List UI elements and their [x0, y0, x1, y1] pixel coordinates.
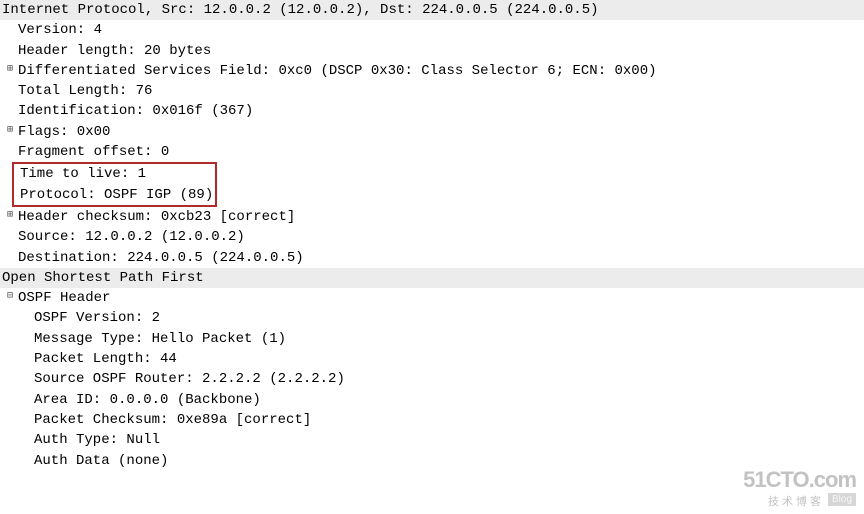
ip-dsf: Differentiated Services Field: 0xc0 (DSC… [18, 63, 657, 79]
expand-icon[interactable]: ⊞ [4, 209, 16, 224]
ospf-section-header[interactable]: Open Shortest Path First [0, 268, 864, 288]
ip-destination: Destination: 224.0.0.5 (224.0.0.5) [18, 250, 304, 266]
ip-protocol: Protocol: OSPF IGP (89) [20, 187, 213, 203]
ip-ttl-row[interactable]: Time to live: 1 [16, 164, 213, 184]
ip-dsf-row[interactable]: ⊞Differentiated Services Field: 0xc0 (DS… [0, 61, 864, 81]
ospf-src-router: Source OSPF Router: 2.2.2.2 (2.2.2.2) [34, 371, 345, 387]
ip-identification: Identification: 0x016f (367) [18, 103, 253, 119]
ospf-section-text: Open Shortest Path First [2, 270, 204, 286]
ip-header-text: Internet Protocol, Src: 12.0.0.2 (12.0.0… [2, 2, 599, 18]
expand-icon[interactable]: ⊞ [4, 63, 16, 78]
collapse-icon[interactable]: ⊟ [4, 290, 16, 305]
ospf-checksum-row[interactable]: Packet Checksum: 0xe89a [correct] [0, 410, 864, 430]
ospf-authdata-row[interactable]: Auth Data (none) [0, 451, 864, 471]
ospf-authtype-row[interactable]: Auth Type: Null [0, 430, 864, 450]
ip-flags: Flags: 0x00 [18, 124, 110, 140]
ospf-msg-type: Message Type: Hello Packet (1) [34, 331, 286, 347]
ospf-pkt-length: Packet Length: 44 [34, 351, 177, 367]
ospf-auth-data: Auth Data (none) [34, 453, 168, 469]
ip-section-header[interactable]: Internet Protocol, Src: 12.0.0.2 (12.0.0… [0, 0, 864, 20]
ip-total-length: Total Length: 76 [18, 83, 152, 99]
ospf-auth-type: Auth Type: Null [34, 432, 160, 448]
ip-total-length-row[interactable]: Total Length: 76 [0, 81, 864, 101]
ip-version: Version: 4 [18, 22, 102, 38]
ospf-area-id: Area ID: 0.0.0.0 (Backbone) [34, 392, 261, 408]
highlighted-fields: Time to live: 1 Protocol: OSPF IGP (89) [12, 162, 217, 207]
ospf-srcrouter-row[interactable]: Source OSPF Router: 2.2.2.2 (2.2.2.2) [0, 369, 864, 389]
ip-source-row[interactable]: Source: 12.0.0.2 (12.0.0.2) [0, 227, 864, 247]
ip-checksum-row[interactable]: ⊞Header checksum: 0xcb23 [correct] [0, 207, 864, 227]
ip-fragment-offset-row[interactable]: Fragment offset: 0 [0, 142, 864, 162]
ip-ttl: Time to live: 1 [20, 166, 146, 182]
ip-header-length: Header length: 20 bytes [18, 43, 211, 59]
ip-identification-row[interactable]: Identification: 0x016f (367) [0, 101, 864, 121]
ip-protocol-row[interactable]: Protocol: OSPF IGP (89) [16, 185, 213, 205]
watermark-main: 51CTO.com [743, 468, 856, 492]
ospf-pkt-checksum: Packet Checksum: 0xe89a [correct] [34, 412, 311, 428]
ospf-header-label: OSPF Header [18, 290, 110, 306]
ip-fragment-offset: Fragment offset: 0 [18, 144, 169, 160]
ip-version-row[interactable]: Version: 4 [0, 20, 864, 40]
ip-checksum: Header checksum: 0xcb23 [correct] [18, 209, 295, 225]
watermark-sub: 技术博客 [768, 496, 824, 508]
ospf-areaid-row[interactable]: Area ID: 0.0.0.0 (Backbone) [0, 390, 864, 410]
ospf-pktlen-row[interactable]: Packet Length: 44 [0, 349, 864, 369]
ospf-msgtype-row[interactable]: Message Type: Hello Packet (1) [0, 329, 864, 349]
ospf-version: OSPF Version: 2 [34, 310, 160, 326]
watermark: 51CTO.com 技术博客 Blog [743, 468, 856, 508]
ip-flags-row[interactable]: ⊞Flags: 0x00 [0, 122, 864, 142]
ip-destination-row[interactable]: Destination: 224.0.0.5 (224.0.0.5) [0, 248, 864, 268]
ip-source: Source: 12.0.0.2 (12.0.0.2) [18, 229, 245, 245]
expand-icon[interactable]: ⊞ [4, 124, 16, 139]
watermark-blog: Blog [828, 493, 856, 506]
ip-header-length-row[interactable]: Header length: 20 bytes [0, 41, 864, 61]
ospf-header-row[interactable]: ⊟OSPF Header [0, 288, 864, 308]
ospf-version-row[interactable]: OSPF Version: 2 [0, 308, 864, 328]
